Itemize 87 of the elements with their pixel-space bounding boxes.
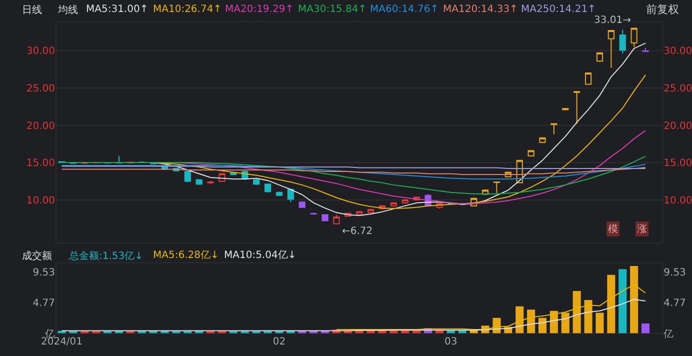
y2-tick-label: 亿 — [662, 328, 674, 340]
x-tick-label: 03 — [444, 336, 458, 348]
candlestick — [528, 150, 534, 156]
y2-tick-label: 9.53 — [664, 268, 686, 279]
y-tick-label: 10.00 — [26, 195, 56, 206]
candlestick — [322, 214, 328, 222]
bar — [572, 290, 581, 334]
candlestick — [207, 180, 214, 185]
annotation: 33.01→ — [594, 15, 632, 26]
y-tick-label: 25.00 — [26, 83, 56, 94]
line-series — [61, 167, 646, 175]
text: MA20:19.29↑ — [225, 4, 294, 15]
text: 总金额:1.53亿↓ — [68, 250, 144, 262]
text: MA120:14.33↑ — [443, 4, 518, 15]
candlestick — [196, 178, 202, 186]
y-tick-label: 20.00 — [26, 120, 56, 132]
candlestick — [298, 200, 306, 208]
y-tick-label: 15.00 — [26, 158, 56, 170]
candlestick — [562, 108, 569, 111]
text: MA10:5.04亿↓ — [224, 250, 296, 261]
annotation: ←6.72 — [342, 226, 373, 237]
candlestick — [413, 196, 420, 201]
candlestick — [574, 90, 580, 124]
candlestick — [367, 208, 374, 214]
text: 均线 — [57, 4, 78, 16]
candlestick — [516, 160, 523, 184]
text: MA5:6.28亿↓ — [153, 250, 219, 261]
line-series — [61, 298, 646, 332]
bar — [516, 306, 524, 334]
text: MA60:14.76↑ — [370, 4, 439, 15]
candlestick — [642, 48, 649, 52]
bar — [561, 312, 570, 334]
candlestick — [81, 161, 88, 164]
line-series — [61, 164, 646, 180]
bar — [642, 324, 650, 334]
bar — [607, 274, 616, 334]
text: MA10:26.74↑ — [153, 4, 222, 15]
candlestick — [402, 198, 408, 204]
candlestick — [253, 178, 260, 186]
annotation: 涨 — [637, 223, 647, 235]
candlestick — [630, 28, 638, 48]
candlestick — [608, 30, 614, 68]
bar — [618, 269, 627, 334]
candlestick — [596, 52, 604, 62]
bar — [538, 318, 546, 334]
line-series — [336, 284, 646, 330]
y2-tick-label: 10.00 — [664, 195, 692, 206]
y2-tick-label: 25.00 — [664, 83, 692, 94]
text: MA250:14.21↑ — [521, 4, 596, 15]
candlestick — [436, 202, 443, 210]
candlestick — [539, 137, 546, 144]
x-tick-label: 02 — [272, 336, 286, 348]
y2-tick-label: 20.00 — [664, 120, 692, 132]
text: 前复权 — [646, 3, 679, 16]
candlestick — [378, 204, 386, 210]
candlestick — [218, 172, 226, 182]
y2-tick-label: 30.00 — [664, 46, 692, 58]
candlestick — [390, 202, 397, 208]
bar — [596, 312, 604, 334]
candlestick — [493, 181, 500, 194]
candlestick — [287, 188, 294, 203]
y-tick-label: 4.77 — [32, 298, 56, 310]
candlestick — [184, 170, 191, 182]
candlestick — [619, 29, 626, 54]
candlestick — [264, 182, 272, 193]
y2-tick-label: 4.77 — [664, 298, 686, 310]
y-tick-label: 9.53 — [32, 268, 56, 279]
text: MA30:15.84↑ — [298, 4, 367, 15]
candlestick — [344, 212, 352, 218]
text: MA5:31.00↑ — [86, 4, 148, 15]
candlestick — [276, 191, 283, 197]
candlestick — [584, 72, 592, 85]
y-tick-label: 30.00 — [26, 46, 56, 58]
y2-tick-label: 15.00 — [664, 158, 692, 170]
candlestick — [504, 172, 512, 178]
bar — [584, 300, 592, 334]
candlestick — [333, 214, 340, 225]
bar — [630, 266, 638, 334]
bar — [527, 310, 536, 334]
candlestick — [482, 188, 489, 196]
text: 成交额 — [22, 250, 52, 262]
annotation: 模 — [608, 223, 618, 235]
candlestick — [356, 210, 363, 216]
candlestick — [470, 197, 478, 207]
line-series — [61, 156, 646, 194]
candlestick — [550, 123, 558, 135]
text: 日线 — [22, 4, 42, 16]
